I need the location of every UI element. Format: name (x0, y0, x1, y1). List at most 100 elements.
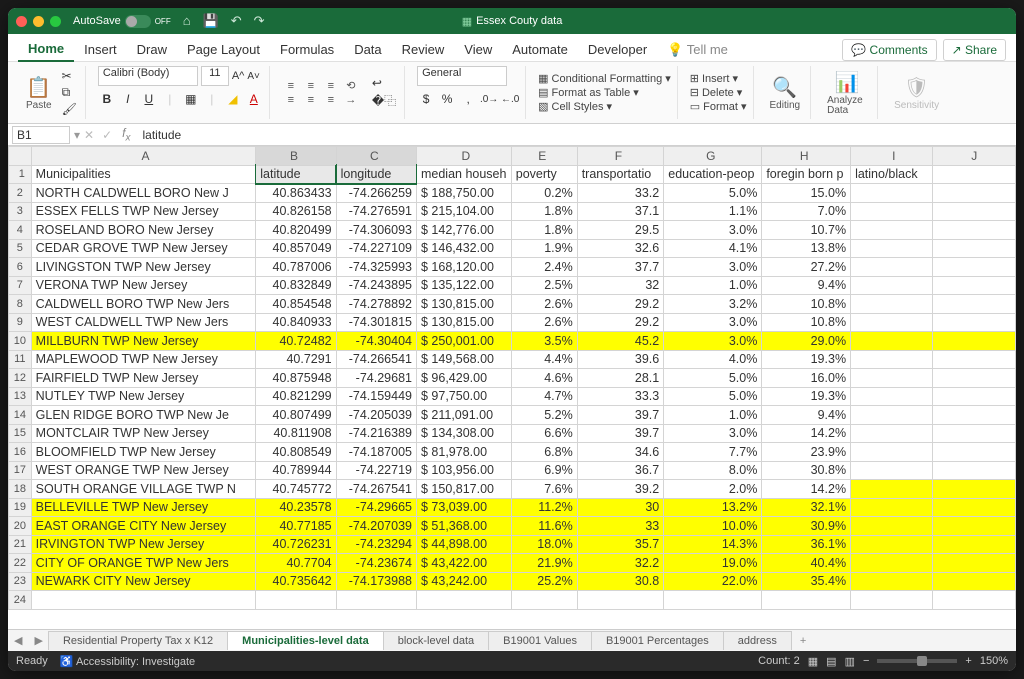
underline-button[interactable]: U (140, 90, 158, 108)
cell[interactable] (933, 572, 1016, 591)
cell[interactable]: 11.2% (511, 498, 577, 517)
cell[interactable]: 30.9% (762, 517, 851, 536)
row-header[interactable]: 11 (9, 350, 32, 369)
cell[interactable]: 29.0% (762, 332, 851, 351)
number-format-select[interactable]: General (417, 66, 507, 86)
cell[interactable]: 29.2 (577, 313, 664, 332)
toggle-icon[interactable] (125, 15, 151, 28)
cell[interactable] (256, 591, 336, 610)
cell[interactable]: 40.72482 (256, 332, 336, 351)
format-painter-icon[interactable]: 🖌 (60, 102, 79, 116)
sheet-nav-prev-icon[interactable]: ◀ (8, 634, 28, 647)
row-header[interactable]: 13 (9, 387, 32, 406)
cut-icon[interactable]: ✂ (60, 69, 79, 83)
sheet-nav-next-icon[interactable]: ▶ (28, 634, 48, 647)
header-cell[interactable] (933, 165, 1016, 184)
header-cell[interactable]: foregin born p (762, 165, 851, 184)
cell[interactable] (933, 295, 1016, 314)
cell[interactable]: 4.1% (664, 239, 762, 258)
cell[interactable]: 40.811908 (256, 424, 336, 443)
column-header[interactable]: B (256, 147, 336, 166)
row-header[interactable]: 1 (9, 165, 32, 184)
cell[interactable]: 14.3% (664, 535, 762, 554)
cell[interactable]: 13.2% (664, 498, 762, 517)
cell[interactable]: 1.8% (511, 202, 577, 221)
cell[interactable]: 2.5% (511, 276, 577, 295)
cell[interactable]: $ 43,422.00 (416, 554, 511, 573)
cancel-icon[interactable]: ✕ (80, 128, 98, 142)
save-icon[interactable]: 💾 (203, 13, 219, 29)
cell[interactable]: 25.2% (511, 572, 577, 591)
cell[interactable]: 7.7% (664, 443, 762, 462)
border-button[interactable]: ▦ (182, 90, 200, 108)
cell[interactable]: $ 215,104.00 (416, 202, 511, 221)
cell[interactable]: $ 51,368.00 (416, 517, 511, 536)
cell[interactable] (851, 350, 933, 369)
cell[interactable]: 36.7 (577, 461, 664, 480)
cell[interactable]: 39.7 (577, 424, 664, 443)
cell[interactable]: 14.2% (762, 424, 851, 443)
cell[interactable]: NEWARK CITY New Jersey (31, 572, 256, 591)
merge-icon[interactable]: �⿻ (370, 92, 398, 109)
cell[interactable]: SOUTH ORANGE VILLAGE TWP N (31, 480, 256, 499)
zoom-in-icon[interactable]: + (965, 655, 971, 667)
cell[interactable]: 16.0% (762, 369, 851, 388)
cell[interactable]: 19.3% (762, 387, 851, 406)
cell[interactable]: 19.0% (664, 554, 762, 573)
insert-cells-button[interactable]: ⊞Insert ▾ (690, 72, 747, 85)
cell[interactable]: $ 96,429.00 (416, 369, 511, 388)
cell[interactable] (933, 350, 1016, 369)
cell[interactable]: 6.6% (511, 424, 577, 443)
cell[interactable] (933, 369, 1016, 388)
column-header[interactable]: G (664, 147, 762, 166)
row-header[interactable]: 21 (9, 535, 32, 554)
cell[interactable]: 30.8 (577, 572, 664, 591)
font-color-button[interactable]: A (245, 90, 263, 108)
formula-input[interactable]: latitude (137, 127, 1017, 143)
cell[interactable]: -74.278892 (336, 295, 416, 314)
cell[interactable]: -74.266259 (336, 184, 416, 203)
view-layout-icon[interactable]: ▤ (826, 655, 836, 668)
cell[interactable]: 34.6 (577, 443, 664, 462)
header-cell[interactable]: latitude (256, 165, 336, 184)
row-header[interactable]: 22 (9, 554, 32, 573)
cell[interactable] (933, 221, 1016, 240)
row-header[interactable]: 14 (9, 406, 32, 425)
cell[interactable]: 5.0% (664, 369, 762, 388)
decrease-font-icon[interactable]: A˅ (247, 71, 260, 82)
cell[interactable] (933, 554, 1016, 573)
cell[interactable] (933, 461, 1016, 480)
cell[interactable]: -74.30404 (336, 332, 416, 351)
paste-button[interactable]: 📋 Paste (22, 72, 56, 113)
cell[interactable]: $ 81,978.00 (416, 443, 511, 462)
cell[interactable]: 40.857049 (256, 239, 336, 258)
cell[interactable]: 45.2 (577, 332, 664, 351)
header-cell[interactable]: latino/black (851, 165, 933, 184)
ribbon-tab-data[interactable]: Data (344, 38, 391, 61)
row-header[interactable]: 3 (9, 202, 32, 221)
cell[interactable]: CITY OF ORANGE TWP New Jers (31, 554, 256, 573)
cell[interactable]: WEST ORANGE TWP New Jersey (31, 461, 256, 480)
cell[interactable] (851, 406, 933, 425)
cell[interactable]: $ 97,750.00 (416, 387, 511, 406)
cell[interactable] (933, 202, 1016, 221)
cell[interactable]: NUTLEY TWP New Jersey (31, 387, 256, 406)
cell[interactable] (851, 591, 933, 610)
orientation-icon[interactable]: ⟲ (342, 79, 360, 92)
cell[interactable] (933, 313, 1016, 332)
cell[interactable]: 37.7 (577, 258, 664, 277)
cell[interactable]: 4.0% (664, 350, 762, 369)
tell-me-search[interactable]: 💡 Tell me (657, 38, 738, 62)
cell[interactable]: IRVINGTON TWP New Jersey (31, 535, 256, 554)
cell[interactable]: 35.7 (577, 535, 664, 554)
cell[interactable]: 33.2 (577, 184, 664, 203)
cell[interactable]: 2.6% (511, 313, 577, 332)
cell[interactable]: 3.5% (511, 332, 577, 351)
enter-icon[interactable]: ✓ (98, 128, 116, 142)
add-sheet-button[interactable]: + (792, 632, 814, 650)
cell[interactable]: 29.2 (577, 295, 664, 314)
fullscreen-icon[interactable] (50, 16, 61, 27)
cell[interactable]: -74.29665 (336, 498, 416, 517)
cell[interactable]: -74.23294 (336, 535, 416, 554)
row-header[interactable]: 9 (9, 313, 32, 332)
